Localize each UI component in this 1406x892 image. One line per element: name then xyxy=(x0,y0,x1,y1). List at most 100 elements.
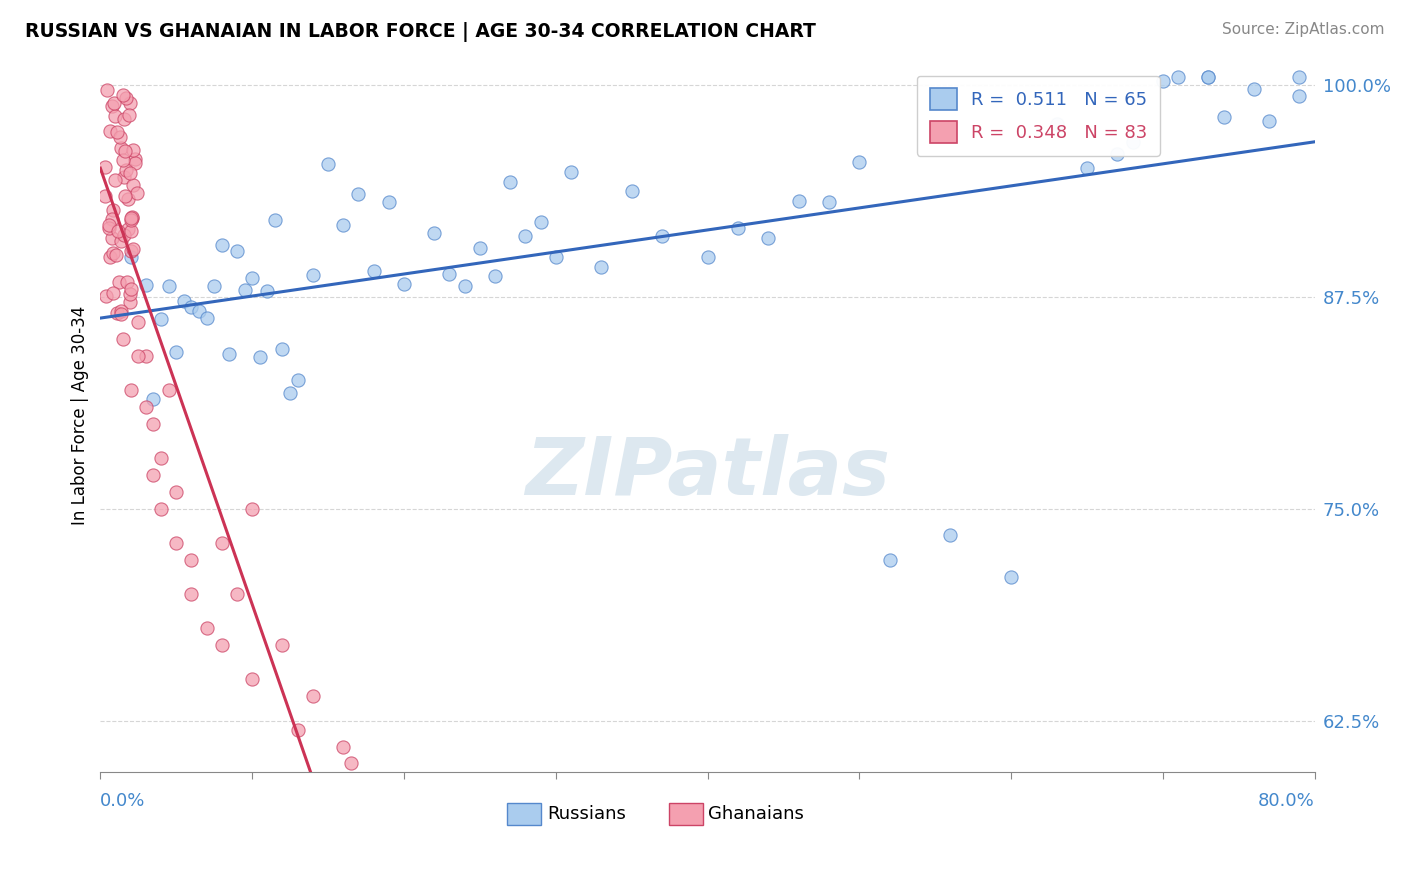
Point xyxy=(117,222,139,236)
Point xyxy=(651,228,673,243)
Point xyxy=(727,220,749,235)
Point xyxy=(453,278,475,293)
Point xyxy=(249,350,271,364)
Point xyxy=(120,211,142,225)
Point xyxy=(124,152,146,166)
Point xyxy=(98,124,121,138)
Point xyxy=(240,672,263,686)
Point xyxy=(256,284,278,298)
Point xyxy=(363,264,385,278)
Point xyxy=(756,230,779,244)
Point xyxy=(103,172,125,186)
Point xyxy=(1121,135,1143,149)
Point xyxy=(180,587,202,601)
Point xyxy=(120,384,142,398)
Point xyxy=(121,242,143,256)
Point xyxy=(211,638,233,652)
Bar xyxy=(669,803,703,825)
Point xyxy=(104,109,127,123)
Point xyxy=(122,143,145,157)
Point xyxy=(468,241,491,255)
Point xyxy=(101,245,124,260)
Point xyxy=(115,275,138,289)
Point xyxy=(1288,88,1310,103)
Legend: R =  0.511   N = 65, R =  0.348   N = 83: R = 0.511 N = 65, R = 0.348 N = 83 xyxy=(917,76,1160,156)
Point xyxy=(96,83,118,97)
Point xyxy=(120,286,142,301)
Point xyxy=(120,224,142,238)
Text: 80.0%: 80.0% xyxy=(1258,792,1315,810)
Point xyxy=(560,165,582,179)
Point xyxy=(544,250,567,264)
Text: 0.0%: 0.0% xyxy=(100,792,146,810)
Point xyxy=(105,306,128,320)
Point xyxy=(117,192,139,206)
Point xyxy=(1197,70,1219,84)
Point xyxy=(302,268,325,282)
Point xyxy=(115,90,138,104)
Point xyxy=(240,270,263,285)
Point xyxy=(124,156,146,170)
Point xyxy=(135,278,157,293)
Point xyxy=(377,194,399,209)
Point xyxy=(104,247,127,261)
Point xyxy=(316,157,339,171)
Point xyxy=(101,230,124,244)
Point xyxy=(278,386,301,401)
Point xyxy=(122,178,145,193)
Point xyxy=(347,186,370,201)
Text: RUSSIAN VS GHANAIAN IN LABOR FORCE | AGE 30-34 CORRELATION CHART: RUSSIAN VS GHANAIAN IN LABOR FORCE | AGE… xyxy=(25,22,815,42)
Point xyxy=(101,211,124,226)
Point xyxy=(120,282,142,296)
Point xyxy=(173,293,195,308)
Point xyxy=(1197,70,1219,84)
Point xyxy=(271,343,294,357)
Point xyxy=(515,228,537,243)
Point xyxy=(439,268,461,282)
Point xyxy=(1076,161,1098,175)
Point xyxy=(1000,570,1022,584)
Point xyxy=(240,502,263,516)
Point xyxy=(211,238,233,252)
Point xyxy=(150,502,173,516)
Point xyxy=(226,587,249,601)
Point xyxy=(101,285,124,300)
Point xyxy=(818,194,841,209)
Point xyxy=(271,638,294,652)
Point xyxy=(165,345,187,359)
Point xyxy=(939,527,962,541)
Point xyxy=(423,226,446,240)
Point xyxy=(1046,117,1069,131)
Point xyxy=(100,99,122,113)
Point xyxy=(620,184,643,198)
Point xyxy=(110,307,132,321)
Point xyxy=(108,129,131,144)
Point xyxy=(127,316,149,330)
Point xyxy=(107,223,129,237)
Bar xyxy=(508,803,541,825)
Point xyxy=(98,250,121,264)
Point xyxy=(120,213,142,227)
Point xyxy=(121,211,143,225)
Point xyxy=(332,218,354,232)
Point xyxy=(118,108,141,122)
Point xyxy=(135,401,157,415)
Point xyxy=(202,279,225,293)
Text: Ghanaians: Ghanaians xyxy=(707,805,803,823)
Point xyxy=(111,88,134,103)
Point xyxy=(188,304,211,318)
Point xyxy=(1167,70,1189,84)
Point xyxy=(103,96,125,111)
Point xyxy=(108,275,131,289)
Point xyxy=(110,234,132,248)
Point xyxy=(115,162,138,177)
Point xyxy=(120,244,142,258)
Point xyxy=(105,125,128,139)
Point xyxy=(112,112,135,127)
Point xyxy=(1288,70,1310,84)
Point xyxy=(332,739,354,754)
Point xyxy=(264,213,287,227)
Point xyxy=(150,451,173,466)
Point xyxy=(98,220,121,235)
Point xyxy=(1243,81,1265,95)
